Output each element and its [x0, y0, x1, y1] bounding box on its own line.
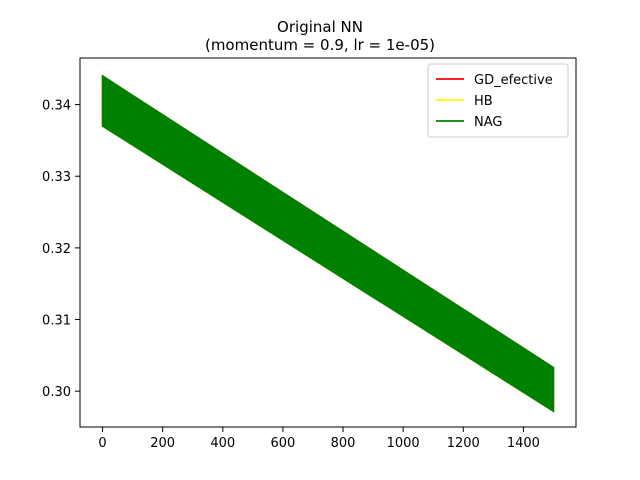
x-axis: 0 200 400 600 800 1000 1200 1400: [98, 427, 540, 451]
x-tick-label: 800: [331, 436, 356, 451]
y-tick-label: 0.34: [42, 99, 71, 114]
x-tick-label: 1000: [387, 436, 420, 451]
x-tick-label: 200: [150, 436, 175, 451]
y-tick-label: 0.33: [42, 170, 71, 185]
x-tick-label: 1400: [507, 436, 540, 451]
y-tick-label: 0.31: [42, 314, 71, 329]
legend: GD_efective HB NAG: [427, 63, 569, 138]
x-tick-label: 0: [98, 436, 106, 451]
series-band-nag: [101, 74, 555, 413]
legend-label-nag: NAG: [474, 115, 502, 130]
y-tick-label: 0.30: [42, 385, 71, 400]
y-tick-label: 0.32: [42, 242, 71, 257]
chart-title-line1: Original NN: [277, 18, 363, 36]
legend-label-hb: HB: [474, 94, 493, 109]
x-tick-label: 600: [270, 436, 295, 451]
legend-label-gd-efective: GD_efective: [474, 73, 553, 88]
y-axis: 0.30 0.31 0.32 0.33 0.34: [42, 99, 80, 400]
legend-box: [427, 63, 569, 138]
series-layer: [101, 74, 555, 413]
plot-frame: [79, 57, 577, 428]
x-tick-label: 400: [210, 436, 235, 451]
chart-title-line2: (momentum = 0.9, lr = 1e-05): [205, 36, 435, 54]
x-tick-label: 1200: [447, 436, 480, 451]
